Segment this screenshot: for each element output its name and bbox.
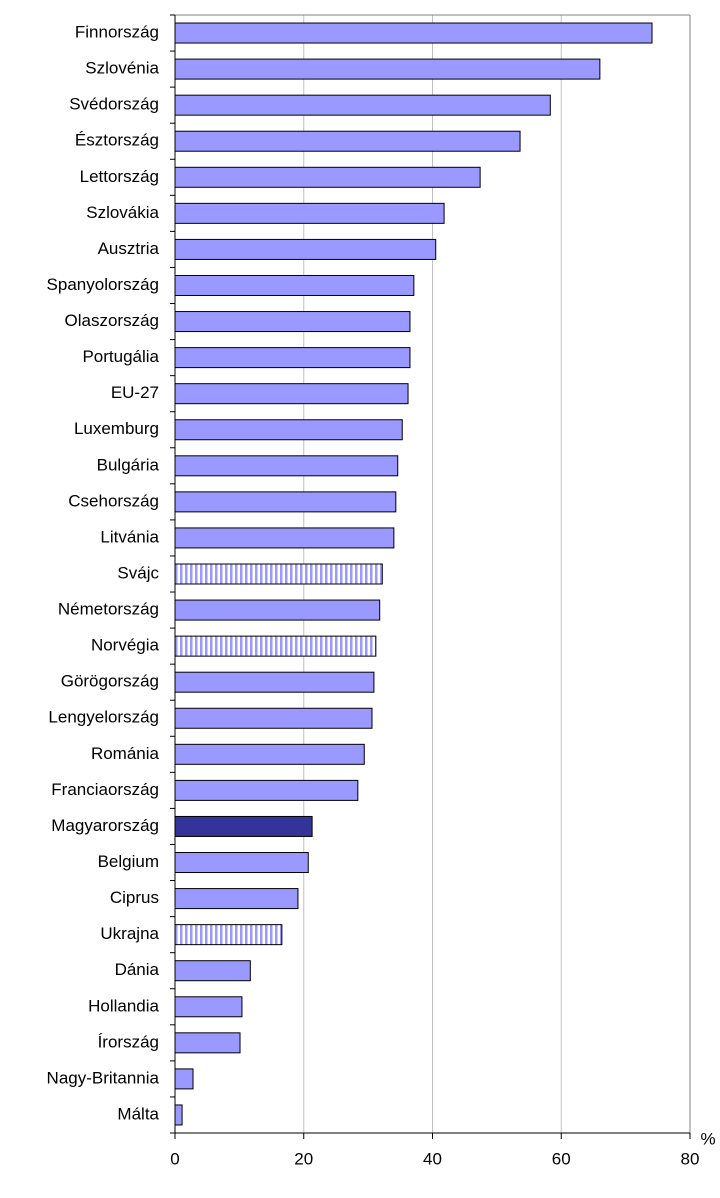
bar [174, 1068, 194, 1090]
y-tick-label: Írország [98, 1032, 159, 1051]
bar [174, 455, 399, 477]
bar [174, 888, 299, 910]
bar [174, 671, 375, 693]
bar [174, 58, 601, 80]
bar [174, 815, 313, 837]
y-tick-label: Ukrajna [100, 924, 159, 943]
x-axis-unit: % [700, 1129, 715, 1148]
y-tick-label: Dánia [115, 960, 160, 979]
y-tick-label: Olaszország [65, 311, 159, 330]
y-tick-label: Csehország [68, 491, 159, 510]
y-tick-label: Románia [91, 744, 160, 763]
bar [174, 563, 383, 585]
bar [174, 779, 359, 801]
y-tick-label: Lengyelország [48, 708, 159, 727]
y-tick-label: Svájc [117, 563, 159, 582]
x-tick-label: 80 [681, 1149, 700, 1168]
bar [174, 347, 411, 369]
y-tick-label: Ciprus [110, 888, 159, 907]
bar [174, 22, 653, 44]
bar [174, 383, 409, 405]
y-tick-label: EU-27 [111, 383, 159, 402]
y-tick-label: Luxemburg [74, 419, 159, 438]
bar [174, 527, 395, 549]
x-tick-label: 40 [423, 1149, 442, 1168]
y-tick-label: Portugália [82, 347, 159, 366]
bar [174, 274, 415, 296]
y-tick-label: Belgium [98, 852, 159, 871]
bar [174, 852, 309, 874]
bar [174, 419, 403, 441]
bar [174, 202, 445, 224]
y-tick-label: Norvégia [91, 636, 160, 655]
bar [174, 599, 381, 621]
y-tick-label: Észtország [75, 131, 159, 150]
y-tick-label: Bulgária [97, 455, 160, 474]
y-tick-label: Hollandia [88, 996, 159, 1015]
bar [174, 1104, 183, 1126]
y-tick-label: Málta [117, 1104, 159, 1123]
bar [174, 996, 243, 1018]
y-tick-label: Szlovénia [85, 59, 159, 78]
y-tick-label: Nagy-Britannia [47, 1068, 160, 1087]
y-tick-label: Franciaország [51, 780, 159, 799]
x-tick-label: 20 [294, 1149, 313, 1168]
y-tick-label: Finnország [75, 23, 159, 42]
y-tick-label: Görögország [61, 672, 159, 691]
bar [174, 960, 251, 982]
y-tick-label: Ausztria [98, 239, 160, 258]
y-tick-label: Litvánia [100, 527, 159, 546]
bar [174, 1032, 241, 1054]
bar [174, 491, 397, 513]
bar [174, 635, 377, 657]
y-tick-label: Spanyolország [47, 275, 159, 294]
x-tick-label: 0 [170, 1149, 179, 1168]
y-tick-label: Szlovákia [86, 203, 159, 222]
x-tick-label: 60 [552, 1149, 571, 1168]
bar [174, 94, 551, 116]
y-tick-label: Németország [58, 600, 159, 619]
bar [174, 238, 437, 260]
bar [174, 743, 365, 765]
y-tick-label: Magyarország [51, 816, 159, 835]
bar [174, 924, 283, 946]
y-tick-label: Svédország [69, 95, 159, 114]
bar [174, 130, 521, 152]
bar [174, 707, 373, 729]
y-tick-label: Lettország [80, 167, 159, 186]
bar [174, 311, 411, 333]
bar [174, 166, 481, 188]
